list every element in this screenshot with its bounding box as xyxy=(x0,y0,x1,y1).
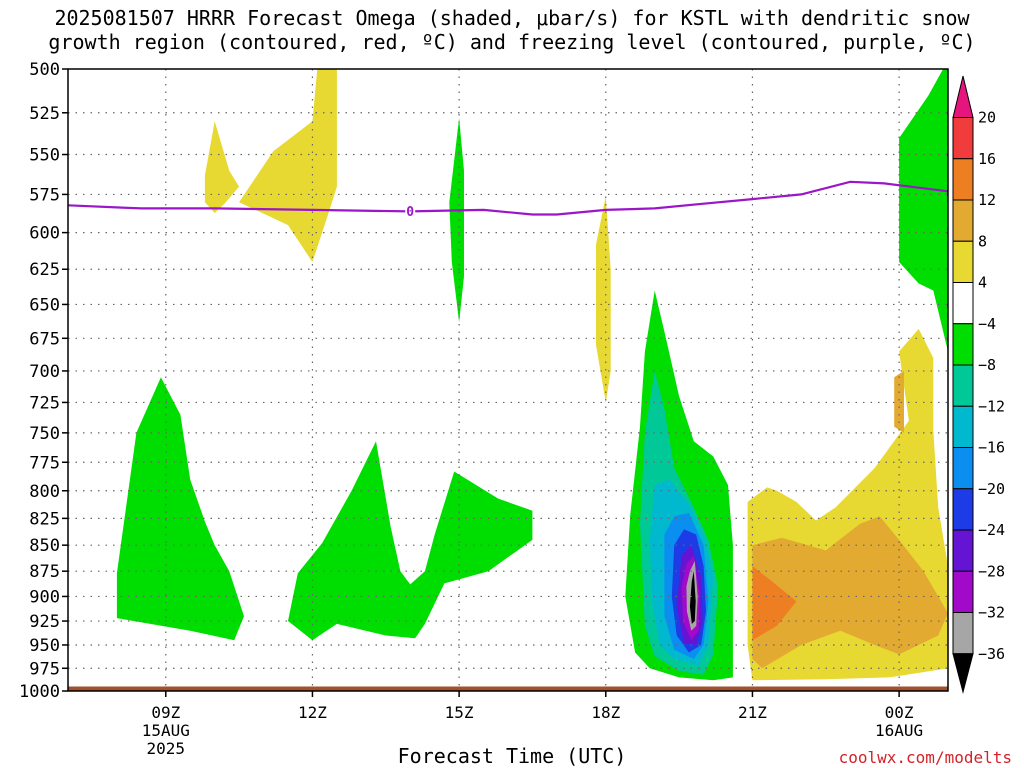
title-line-2: growth region (contoured, red, ºC) and f… xyxy=(48,30,976,54)
green-upper-right xyxy=(899,69,948,352)
yellow-upper-a xyxy=(204,121,240,213)
omega-shading xyxy=(116,69,948,681)
y-tick-label-950: 950 xyxy=(29,636,60,656)
colorbar-label-10: −24 xyxy=(978,521,1005,539)
colorbar-label-1: 16 xyxy=(978,150,996,168)
colorbar: 20 16 12 8 4 −4 −8 −12 −16 −20 −24 −28 −32 −36 xyxy=(952,75,1005,694)
chart-title: 2025081507 HRRR Forecast Omega (shaded, … xyxy=(0,6,1024,54)
yellow-upper-b xyxy=(239,69,337,262)
colorbar-label-4: 4 xyxy=(978,274,987,292)
y-tick-label-975: 975 xyxy=(29,659,60,679)
dark-orange-patch xyxy=(752,566,797,641)
x-tick-year-09Z: 2025 xyxy=(147,739,186,758)
freezing-level-line xyxy=(68,180,948,216)
colorbar-label-7: −12 xyxy=(978,397,1005,415)
title-line-1: 2025081507 HRRR Forecast Omega (shaded, … xyxy=(54,6,970,30)
y-tick-label-775: 775 xyxy=(29,453,60,473)
colorbar-bin-13 xyxy=(952,612,974,655)
orange-right-region xyxy=(752,516,948,669)
terrain-fill xyxy=(68,686,948,691)
colorbar-bin-12 xyxy=(952,570,974,613)
y-tick-label-1000: 1000 xyxy=(19,682,60,702)
y-tick-label-825: 825 xyxy=(29,509,60,529)
colorbar-bin-10 xyxy=(952,488,974,531)
colorbar-label-12: −32 xyxy=(978,604,1005,622)
green-left-lobe xyxy=(116,377,244,641)
y-tick-label-575: 575 xyxy=(29,185,60,205)
green-upper-sliver xyxy=(449,117,464,323)
colorbar-bin-4 xyxy=(952,240,974,283)
yellow-sliver-18z xyxy=(596,196,611,403)
y-tick-label-925: 925 xyxy=(29,612,60,632)
x-tick-date-00Z: 16AUG xyxy=(875,721,923,740)
colorbar-bin-5 xyxy=(952,282,974,325)
freezing-label-bg xyxy=(405,204,416,219)
y-axis: 500 525 550 575 600 625 650 675 700 725 750 775 800 8… xyxy=(19,60,68,702)
orange-small-patch xyxy=(894,370,904,433)
colorbar-bin-2 xyxy=(952,158,974,201)
colorbar-bin-8 xyxy=(952,405,974,448)
colorbar-bin-7 xyxy=(952,364,974,407)
colorbar-bin-1 xyxy=(952,117,974,160)
grid-lines xyxy=(68,69,948,691)
colorbar-label-2: 12 xyxy=(978,191,996,209)
y-tick-label-725: 725 xyxy=(29,393,60,413)
colorbar-bin-11 xyxy=(952,529,974,572)
y-tick-label-500: 500 xyxy=(29,60,60,80)
freezing-level-label: 0 xyxy=(406,205,414,220)
y-tick-label-750: 750 xyxy=(29,424,60,444)
x-tick-label-18Z: 18Z xyxy=(591,703,620,722)
x-tick-label-15Z: 15Z xyxy=(445,703,474,722)
x-tick-label-09Z: 09Z xyxy=(151,703,180,722)
x-axis-title: Forecast Time (UTC) xyxy=(397,744,627,768)
colorbar-label-11: −28 xyxy=(978,562,1005,580)
y-tick-label-850: 850 xyxy=(29,536,60,556)
colorbar-label-6: −8 xyxy=(978,356,996,374)
y-tick-label-600: 600 xyxy=(29,224,60,244)
colorbar-bin-9 xyxy=(952,447,974,490)
y-tick-label-700: 700 xyxy=(29,362,60,382)
green-mid-lobe xyxy=(288,441,533,641)
y-tick-label-525: 525 xyxy=(29,104,60,124)
y-tick-label-625: 625 xyxy=(29,260,60,280)
y-tick-label-800: 800 xyxy=(29,482,60,502)
colorbar-label-3: 8 xyxy=(978,232,987,250)
colorbar-label-9: −20 xyxy=(978,480,1005,498)
x-tick-label-12Z: 12Z xyxy=(298,703,327,722)
colorbar-bin-3 xyxy=(952,199,974,242)
credit-link[interactable]: coolwx.com/modelts xyxy=(838,748,1012,767)
y-tick-label-550: 550 xyxy=(29,146,60,166)
y-tick-label-900: 900 xyxy=(29,587,60,607)
colorbar-top-arrow xyxy=(952,75,974,118)
x-tick-label-21Z: 21Z xyxy=(738,703,767,722)
colorbar-label-8: −16 xyxy=(978,439,1005,457)
colorbar-label-13: −36 xyxy=(978,645,1005,663)
freezing-level-contour: 0 xyxy=(68,180,948,220)
colorbar-bottom-arrow xyxy=(952,653,974,694)
x-tick-label-00Z: 00Z xyxy=(885,703,914,722)
terrain-band xyxy=(68,686,948,691)
x-tick-date-09Z: 15AUG xyxy=(142,721,190,740)
black-core xyxy=(689,571,696,624)
y-tick-label-875: 875 xyxy=(29,562,60,582)
colorbar-label-0: 20 xyxy=(978,109,996,127)
plot-frame xyxy=(67,68,949,692)
colorbar-label-5: −4 xyxy=(978,315,996,333)
y-tick-label-675: 675 xyxy=(29,329,60,349)
colorbar-bin-6 xyxy=(952,323,974,366)
y-tick-label-650: 650 xyxy=(29,295,60,315)
